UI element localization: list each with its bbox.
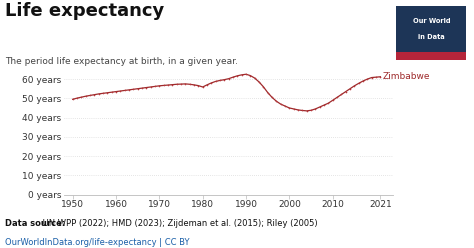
Text: UN WPP (2022); HMD (2023); Zijdeman et al. (2015); Riley (2005): UN WPP (2022); HMD (2023); Zijdeman et a… (40, 219, 318, 228)
Text: in Data: in Data (418, 34, 445, 40)
Text: OurWorldInData.org/life-expectancy | CC BY: OurWorldInData.org/life-expectancy | CC … (5, 238, 189, 247)
Text: The period life expectancy at birth, in a given year.: The period life expectancy at birth, in … (5, 57, 237, 66)
Text: Zimbabwe: Zimbabwe (383, 72, 430, 81)
Text: Our World: Our World (412, 18, 450, 24)
Text: Data source:: Data source: (5, 219, 65, 228)
FancyBboxPatch shape (396, 6, 466, 60)
FancyBboxPatch shape (396, 52, 466, 60)
Text: Life expectancy: Life expectancy (5, 2, 164, 21)
